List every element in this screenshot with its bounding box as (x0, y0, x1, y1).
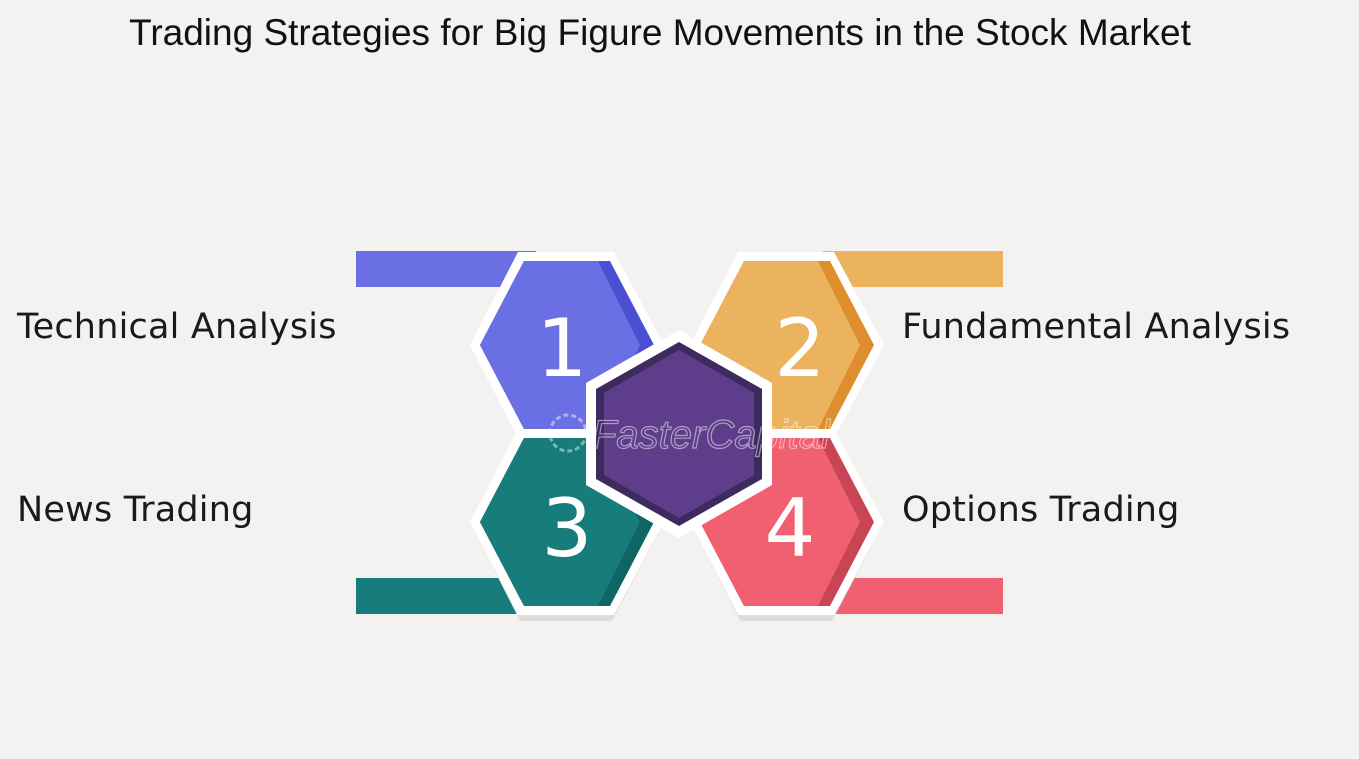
page-title: Trading Strategies for Big Figure Moveme… (129, 12, 1191, 53)
bar-2 (823, 251, 1003, 287)
watermark-gear-icon (548, 413, 588, 453)
hexagon-2-number: 2 (775, 302, 826, 395)
center-hexagon (586, 330, 772, 538)
label-fundamental-analysis: Fundamental Analysis (902, 307, 1291, 347)
label-options-trading: Options Trading (902, 490, 1180, 530)
hexagon-1-number: 1 (537, 302, 588, 395)
watermark: FasterCapital (548, 412, 832, 458)
label-technical-analysis: Technical Analysis (17, 307, 337, 347)
hexagon-3-number: 3 (542, 482, 593, 575)
watermark-text: FasterCapital (592, 413, 831, 457)
bar-4 (823, 578, 1003, 614)
hexagon-4-number: 4 (765, 482, 816, 575)
label-news-trading: News Trading (17, 490, 254, 530)
